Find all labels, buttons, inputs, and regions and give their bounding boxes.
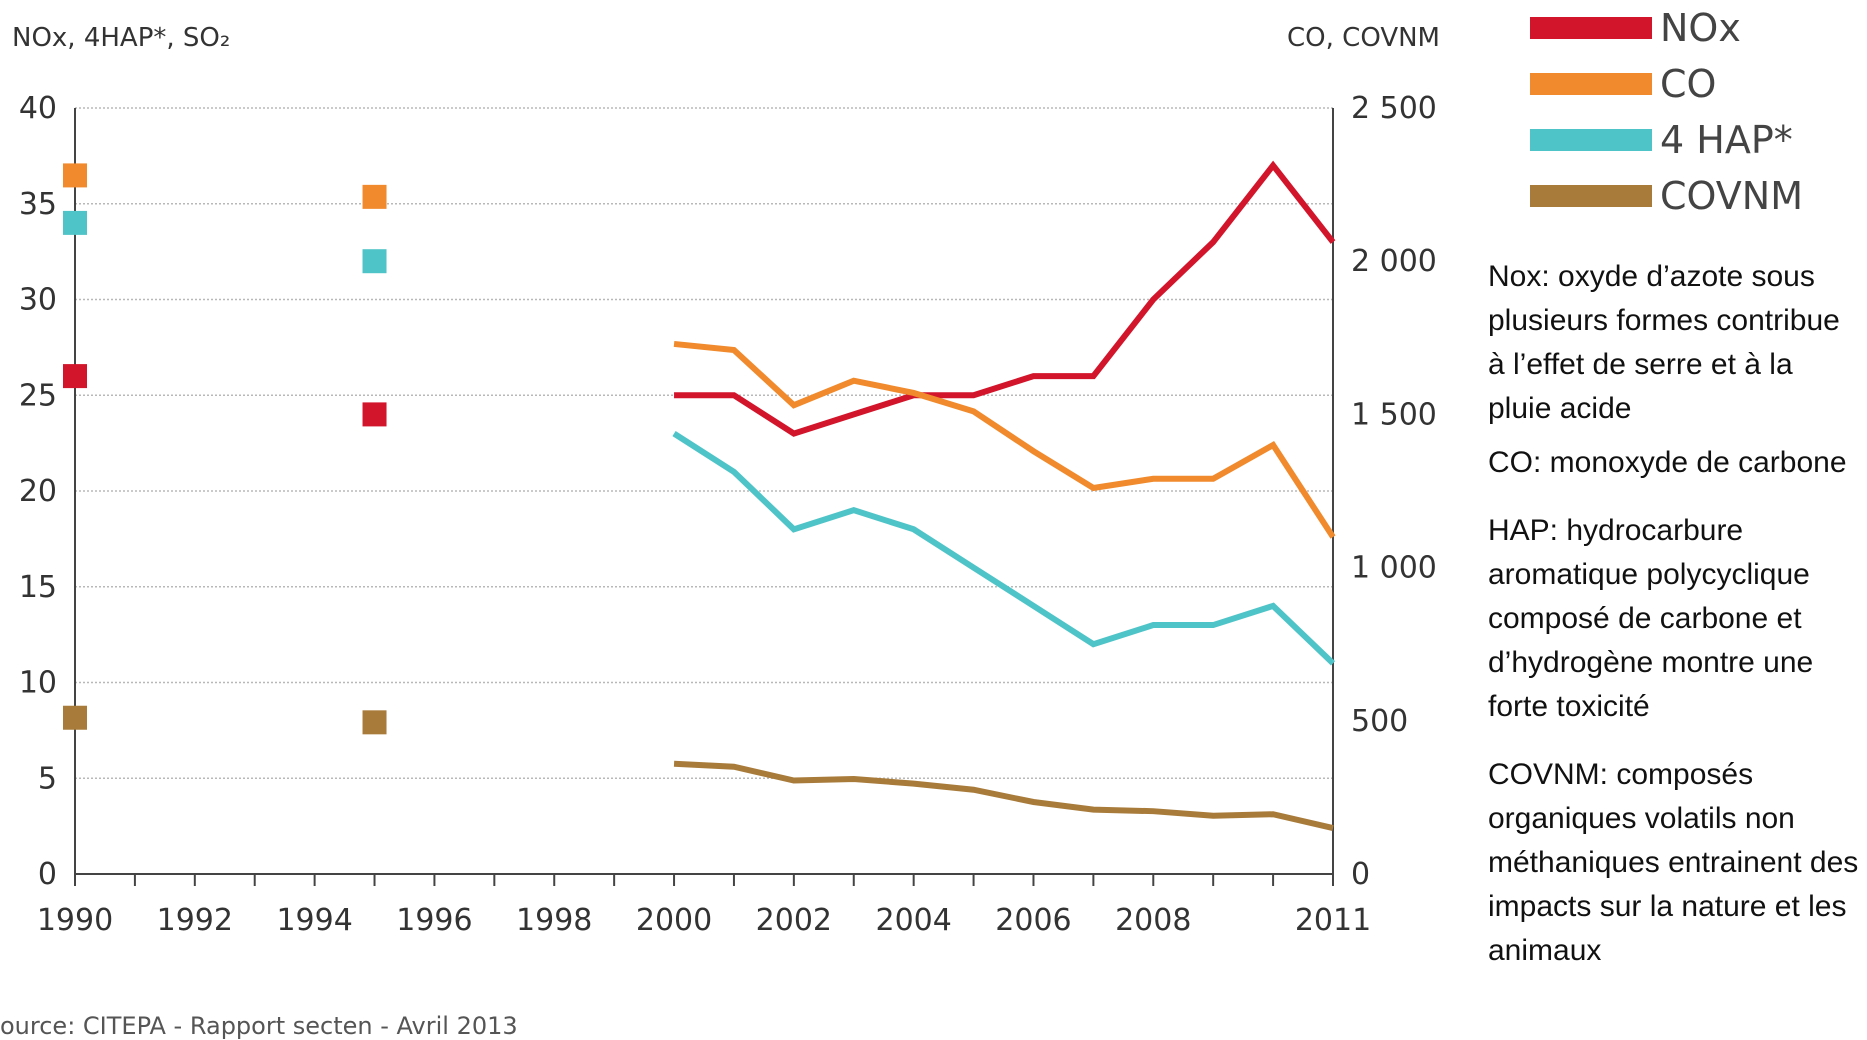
- right-tick-label-1000: 1 000: [1351, 551, 1437, 586]
- series-line-nox: [674, 160, 1336, 437]
- left-tick-label-25: 25: [19, 378, 57, 413]
- x-tick-label-1994: 1994: [276, 903, 352, 938]
- x-tick-label-2008: 2008: [1115, 903, 1191, 938]
- legend-label-4-hap: 4 HAP*: [1660, 118, 1793, 162]
- legend-label-covnm: COVNM: [1660, 174, 1803, 218]
- legend-swatch-nox: [1530, 17, 1652, 39]
- definition-nox: Nox: oxyde d’azote sous plusieurs formes…: [1488, 260, 1840, 425]
- definition-covnm: COVNM: composés organiques volatils non …: [1488, 758, 1859, 967]
- left-tick-label-35: 35: [19, 187, 57, 222]
- left-tick-label-40: 40: [19, 91, 57, 126]
- x-tick-label-2011: 2011: [1295, 903, 1371, 938]
- left-axis-ticks: 0 5 10 15 20 25 30 35 40: [19, 91, 57, 892]
- left-tick-label-30: 30: [19, 283, 57, 318]
- x-tick-label-2002: 2002: [756, 903, 832, 938]
- series-line-co: [673, 340, 1336, 539]
- x-tick-label-2004: 2004: [875, 903, 951, 938]
- series-lines: [672, 160, 1336, 831]
- series-line-4-hap: [672, 431, 1336, 666]
- gridlines: [75, 107, 1333, 779]
- right-axis-title: CO, COVNM: [1287, 23, 1440, 53]
- legend-label-co: CO: [1660, 62, 1716, 106]
- right-tick-label-2500: 2 500: [1351, 91, 1437, 126]
- definitions-panel: Nox: oxyde d’azote sous plusieurs formes…: [1488, 255, 1863, 983]
- marker-co-1990: [63, 163, 87, 188]
- right-axis-ticks: 0 500 1 000 1 500 2 000 2 500: [1351, 91, 1437, 892]
- left-tick-label-20: 20: [19, 474, 57, 509]
- marker-covnm-1995: [362, 710, 387, 735]
- series-line-covnm: [673, 760, 1334, 831]
- definition-co: CO: monoxyde de carbone: [1488, 446, 1847, 479]
- right-tick-label-2000: 2 000: [1351, 244, 1437, 279]
- left-tick-label-0: 0: [38, 857, 57, 892]
- marker-nox-1990: [63, 364, 87, 389]
- marker-4-hap-1990: [63, 210, 87, 235]
- series-markers: [63, 163, 387, 735]
- axes: [74, 108, 1334, 886]
- left-tick-label-15: 15: [19, 570, 57, 605]
- x-tick-label-1992: 1992: [157, 903, 233, 938]
- source-note: ource: CITEPA - Rapport secten - Avril 2…: [0, 1012, 518, 1040]
- x-tick-label-1996: 1996: [396, 903, 472, 938]
- right-tick-label-1500: 1 500: [1351, 397, 1437, 432]
- legend-swatch-4-hap: [1530, 129, 1652, 151]
- left-tick-label-10: 10: [19, 666, 57, 701]
- left-axis-title: NOx, 4HAP*, SO₂: [12, 23, 230, 53]
- legend: NOx CO 4 HAP* COVNM: [1530, 6, 1803, 218]
- right-tick-label-500: 500: [1351, 704, 1408, 739]
- x-tick-label-2000: 2000: [636, 903, 712, 938]
- x-tick-label-2006: 2006: [995, 903, 1071, 938]
- marker-co-1995: [362, 184, 387, 209]
- marker-covnm-1990: [63, 705, 87, 730]
- legend-swatch-co: [1530, 73, 1652, 95]
- left-tick-label-5: 5: [38, 761, 57, 796]
- x-tick-label-1998: 1998: [516, 903, 592, 938]
- x-tick-label-1990: 1990: [37, 903, 113, 938]
- right-tick-label-0: 0: [1351, 857, 1370, 892]
- legend-swatch-covnm: [1530, 185, 1652, 207]
- legend-label-nox: NOx: [1660, 6, 1741, 50]
- definition-hap: HAP: hydrocarbure aromatique polycycliqu…: [1488, 514, 1814, 723]
- marker-nox-1995: [362, 402, 387, 427]
- marker-4-hap-1995: [362, 249, 387, 274]
- x-axis-ticks: 1990 1992 1994 1996 1998 2000 2002 2004 2006 2008…: [37, 903, 1371, 938]
